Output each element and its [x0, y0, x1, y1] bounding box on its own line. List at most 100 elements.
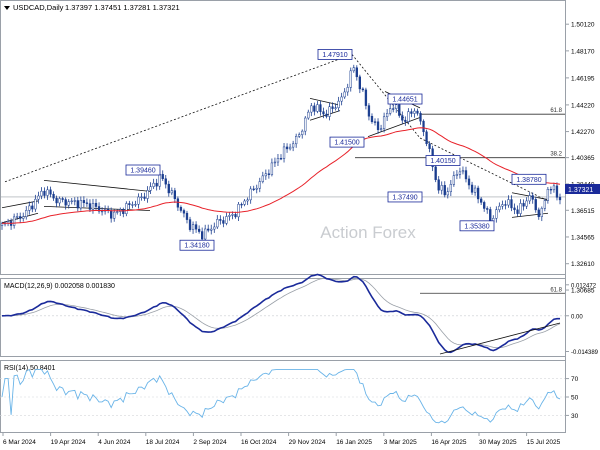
candle-body [173, 190, 177, 199]
candle-body [558, 197, 562, 201]
rsi-tick-label: 70 [571, 376, 579, 383]
price-annotation-box [329, 136, 365, 148]
candle-body [382, 116, 386, 130]
candle-body [437, 179, 440, 191]
x-tick-label: 3 Mar 2025 [384, 439, 417, 446]
fib-label: 61.8 [550, 287, 562, 293]
candle-body [188, 219, 192, 230]
macd-tick-label: 0.012472 [571, 283, 597, 289]
current-price-label: 1.37321 [568, 187, 593, 194]
candle-body [513, 207, 516, 211]
dashed-trendline [4, 54, 353, 183]
candle-body [134, 203, 137, 206]
price-tick-label: 1.46195 [571, 75, 595, 82]
x-tick-label: 29 Nov 2024 [289, 439, 326, 446]
candle-body [322, 111, 325, 115]
candle-body [234, 214, 237, 218]
candle-body [276, 158, 280, 163]
candle-body [291, 143, 295, 148]
candle-body [279, 158, 283, 160]
candle-body [94, 202, 98, 207]
x-tick-label: 16 Jan 2025 [336, 439, 372, 446]
price-annotation-box [511, 173, 547, 185]
candle-body [219, 219, 222, 221]
x-tick-label: 18 Jul 2024 [146, 439, 180, 446]
candle-body [367, 105, 371, 117]
candle-body [452, 175, 456, 185]
price-annotation-label: 1.40150 [430, 158, 455, 165]
candle-body [204, 228, 207, 240]
price-annotation-box [317, 49, 353, 60]
candle-body [267, 173, 271, 175]
candle-body [137, 196, 140, 205]
candle-body [240, 203, 243, 206]
rsi-title: RSI(14) 50.8401 [4, 365, 55, 372]
ema-path [1, 127, 561, 224]
x-axis: 6 Mar 2024 19 Apr 2024 4 Jun 2024 18 Jul 20… [2, 433, 561, 446]
x-tick-label: 2 Sep 2024 [193, 439, 227, 446]
candle-body [37, 195, 40, 200]
price-annotation-label: 1.38780 [516, 177, 541, 184]
channel-line [309, 97, 341, 106]
candle-body [79, 200, 82, 209]
candle-body [194, 224, 198, 230]
candle-body [480, 198, 483, 203]
rsi-panel-frame [0, 360, 566, 433]
candle-body [143, 196, 146, 199]
candle-body [176, 198, 180, 208]
candle-body [164, 178, 167, 185]
candle-body [249, 188, 252, 201]
candle-body [543, 200, 546, 209]
candle-body [22, 216, 25, 219]
candle-body [501, 204, 504, 207]
fib-label: 38.2 [550, 152, 562, 158]
candle-body [522, 203, 525, 207]
candle-body [379, 128, 383, 130]
ohlc-readout: 1.37397 1.37451 1.37281 1.37321 [65, 3, 180, 12]
candle-body [61, 198, 64, 200]
candle-body [410, 111, 413, 114]
candle-body [110, 210, 113, 219]
x-tick-label: 19 Apr 2024 [51, 439, 86, 446]
current-price-badge [565, 184, 600, 194]
candle-body [531, 195, 534, 200]
triangle-down-icon[interactable] [4, 6, 10, 10]
rsi-line [1, 368, 561, 424]
candle-body [455, 174, 459, 176]
candle-body [67, 201, 70, 206]
candle-body [395, 104, 398, 109]
candle-body [325, 113, 328, 117]
candle-body [213, 226, 216, 230]
candle-body [422, 120, 425, 133]
candle-body [389, 108, 392, 114]
channel-line [309, 110, 341, 121]
candle-body [331, 106, 334, 109]
candle-body [85, 202, 89, 204]
price-tick-label: 1.40365 [571, 155, 595, 162]
candle-body [128, 203, 131, 205]
candle-body [392, 108, 395, 110]
candle-body [304, 117, 307, 132]
candle-body [355, 67, 358, 78]
macd-tick-label: 0.00 [571, 314, 583, 320]
candle-body [461, 170, 465, 173]
price-annotation-label: 1.37490 [392, 194, 417, 201]
price-tick-label: 1.44220 [571, 102, 595, 109]
candle-body [404, 120, 407, 122]
candle-body [464, 170, 468, 180]
candle-body [228, 215, 231, 217]
candle-body [340, 96, 343, 102]
candle-body [298, 134, 301, 137]
channel-line [367, 117, 421, 138]
candle-body [100, 210, 104, 213]
price-annotation-box [425, 155, 461, 166]
price-annotation-box [387, 93, 423, 105]
candle-body [167, 183, 170, 194]
candle-body [285, 146, 289, 150]
candle-body [243, 200, 246, 205]
x-tick-label: 30 May 2025 [479, 439, 517, 446]
candle-body [313, 105, 316, 112]
candle-body [504, 204, 507, 206]
candle-body [398, 104, 401, 116]
